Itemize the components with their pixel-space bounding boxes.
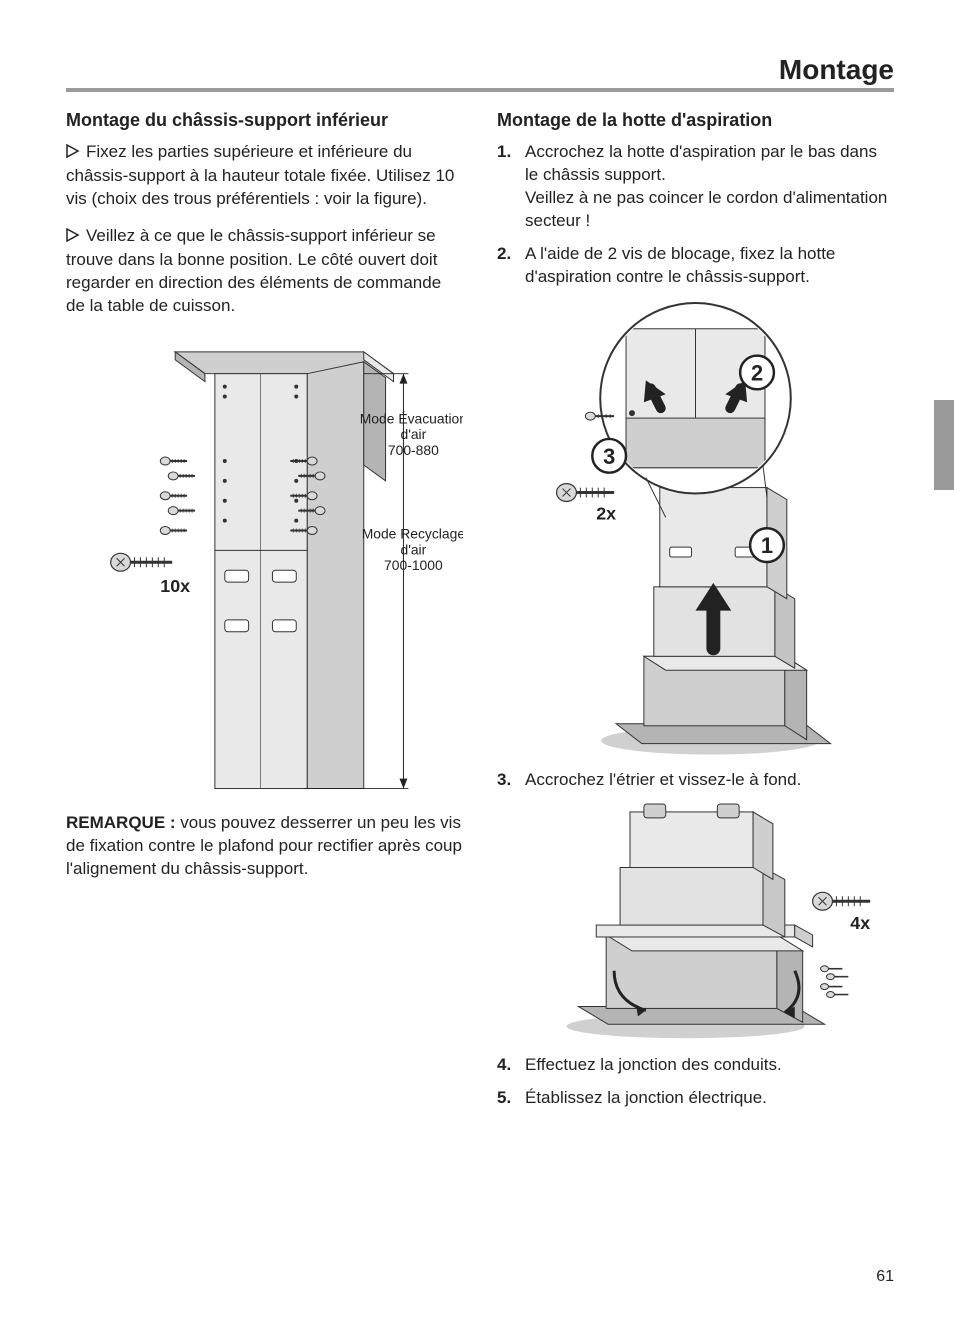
step-1b: Veillez à ne pas coincer le cordon d'ali… <box>525 188 887 230</box>
step-5: 5. Établissez la jonction électrique. <box>497 1087 894 1110</box>
label-evac-1: Mode Évacuation <box>360 410 463 426</box>
label-recy-1: Mode Recyclage <box>362 525 463 541</box>
remark-label: REMARQUE : <box>66 813 176 832</box>
right-figure-hood: 1 <box>497 299 894 756</box>
page-title: Montage <box>779 54 894 86</box>
step-2-text: A l'aide de 2 vis de blocage, fixez la h… <box>525 243 894 289</box>
screw-count-10x: 10x <box>160 576 190 596</box>
step-number: 2. <box>497 243 517 289</box>
page-number: 61 <box>876 1268 894 1286</box>
steps-4-5: 4. Effectuez la jonction des conduits. 5… <box>497 1054 894 1110</box>
right-column: Montage de la hotte d'aspiration 1. Accr… <box>497 110 894 1120</box>
step-1a: Accrochez la hotte d'aspiration par le b… <box>525 142 877 184</box>
bubble-1: 1 <box>761 533 773 558</box>
triangle-icon <box>66 142 80 165</box>
label-recy-2: d'air <box>400 541 426 557</box>
right-heading: Montage de la hotte d'aspiration <box>497 110 894 131</box>
step-1: 1. Accrochez la hotte d'aspiration par l… <box>497 141 894 233</box>
left-para2-text: Veillez à ce que le châssis-support infé… <box>66 226 441 315</box>
step-3: 3. Accrochez l'étrier et vissez-le à fon… <box>497 769 894 792</box>
steps-3: 3. Accrochez l'étrier et vissez-le à fon… <box>497 769 894 792</box>
step-number: 5. <box>497 1087 517 1110</box>
header-rule <box>66 88 894 92</box>
left-para2: Veillez à ce que le châssis-support infé… <box>66 225 463 318</box>
side-tab <box>934 400 954 490</box>
bubble-3: 3 <box>603 443 615 468</box>
label-evac-2: d'air <box>400 426 426 442</box>
step-number: 4. <box>497 1054 517 1077</box>
steps-1-2: 1. Accrochez la hotte d'aspiration par l… <box>497 141 894 289</box>
step-4: 4. Effectuez la jonction des conduits. <box>497 1054 894 1077</box>
content-columns: Montage du châssis-support inférieur Fix… <box>66 110 894 1120</box>
page: Montage Montage du châssis-support infér… <box>0 0 954 1326</box>
step-4-text: Effectuez la jonction des conduits. <box>525 1054 782 1077</box>
step-3-text: Accrochez l'étrier et vissez-le à fond. <box>525 769 801 792</box>
screw-count-4x: 4x <box>850 913 870 933</box>
step-number: 1. <box>497 141 517 233</box>
step-1-text: Accrochez la hotte d'aspiration par le b… <box>525 141 894 233</box>
label-recy-3: 700-1000 <box>384 557 443 573</box>
left-para1-text: Fixez les parties supérieure et inférieu… <box>66 142 454 208</box>
right-figure-bracket: 4x <box>497 802 894 1040</box>
left-column: Montage du châssis-support inférieur Fix… <box>66 110 463 1120</box>
left-figure-chassis: 10x Mode Évacuation d'air 700-880 Mode R… <box>66 332 463 798</box>
label-evac-3: 700-880 <box>388 442 439 458</box>
step-2: 2. A l'aide de 2 vis de blocage, fixez l… <box>497 243 894 289</box>
screw-count-2x: 2x <box>596 503 616 523</box>
left-para1: Fixez les parties supérieure et inférieu… <box>66 141 463 211</box>
bubble-2: 2 <box>751 360 763 385</box>
left-heading: Montage du châssis-support inférieur <box>66 110 463 131</box>
triangle-icon <box>66 226 80 249</box>
step-number: 3. <box>497 769 517 792</box>
step-5-text: Établissez la jonction électrique. <box>525 1087 767 1110</box>
left-remark: REMARQUE : vous pouvez desserrer un peu … <box>66 812 463 881</box>
